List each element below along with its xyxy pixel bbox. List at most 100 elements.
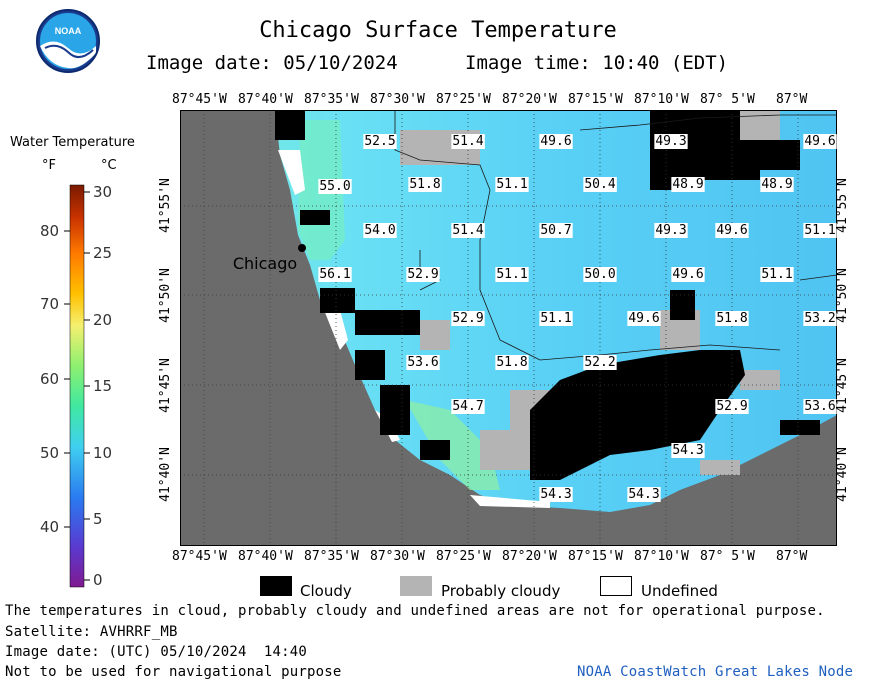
lon-label-top: 87°10'W: [634, 92, 689, 107]
temp-label: 49.6: [804, 134, 835, 149]
temp-label: 55.0: [319, 179, 350, 194]
unit-fahrenheit: °F: [42, 158, 56, 173]
temp-label: 48.9: [672, 177, 703, 192]
temp-label: 49.6: [672, 267, 703, 282]
temp-label: 48.9: [761, 177, 792, 192]
probably-cloudy-swatch: [400, 576, 432, 596]
temp-label: 49.6: [628, 311, 659, 326]
utc-date: Image date: (UTC) 05/10/2024 14:40: [5, 644, 308, 660]
temp-label-bg: [583, 355, 617, 370]
unit-celsius: °C: [101, 158, 117, 173]
temp-label-bg: [406, 267, 440, 282]
page-title: Chicago Surface Temperature: [259, 18, 617, 43]
temp-label-bg: [803, 311, 837, 326]
temp-label: 51.8: [716, 311, 747, 326]
temp-label-bg: [451, 223, 485, 238]
temp-label: 51.1: [761, 267, 792, 282]
c-tick: 0: [93, 571, 103, 589]
temp-label: 51.4: [452, 223, 483, 238]
temp-label: 53.6: [407, 355, 438, 370]
chicago-marker: [298, 244, 306, 252]
lon-label-top: 87°25'W: [436, 92, 491, 107]
noaa-logo-text: NOAA: [55, 26, 82, 36]
lon-label-bottom: 87°30'W: [370, 549, 425, 564]
temp-label-bg: [318, 267, 352, 282]
temp-label-bg: [451, 134, 485, 149]
temp-label: 51.1: [496, 177, 527, 192]
temp-label-bg: [803, 399, 837, 414]
temp-label: 51.8: [409, 177, 440, 192]
lat-label-left: 41°40'N: [157, 447, 173, 502]
temp-label-bg: [671, 443, 705, 458]
land-area: [180, 110, 837, 546]
noaa-logo: NOAA: [36, 9, 100, 73]
temp-label: 49.6: [540, 134, 571, 149]
f-tick: 70: [40, 295, 60, 313]
temp-label: 53.2: [804, 311, 835, 326]
image-date: Image date: 05/10/2024: [146, 52, 398, 74]
temp-label: 52.5: [364, 134, 395, 149]
c-tick: 20: [93, 311, 113, 329]
temp-label-bg: [539, 311, 573, 326]
lon-label-bottom: 87°40'W: [238, 549, 293, 564]
cloud-area: [650, 110, 800, 190]
temp-label-bg: [715, 311, 749, 326]
temp-label-bg: [451, 311, 485, 326]
city-label: Chicago: [233, 254, 297, 273]
lon-label-bottom: 87°W: [776, 549, 808, 564]
lon-label-top: 87°40'W: [238, 92, 293, 107]
temp-label: 54.7: [452, 399, 483, 414]
temp-label: 52.9: [716, 399, 747, 414]
lon-label-bottom: 87°45'W: [172, 549, 227, 564]
temp-label-bg: [583, 177, 617, 192]
temp-label-bg: [451, 399, 485, 414]
lon-label-top: 87°45'W: [172, 92, 227, 107]
colorbar-title: Water Temperature: [10, 135, 135, 150]
temp-label: 52.2: [584, 355, 615, 370]
c-tick: 10: [93, 444, 113, 462]
lat-label-right: 41°45'N: [834, 358, 850, 413]
disclaimer: The temperatures in cloud, probably clou…: [5, 603, 825, 619]
lon-label-bottom: 87°15'W: [568, 549, 623, 564]
temp-label-bg: [539, 134, 573, 149]
temperature-map: 52.5 51.4 49.6 49.3 49.6 55.0 51.8 51.1 …: [180, 110, 837, 546]
temp-label-bg: [539, 487, 573, 502]
probably-cloudy-label: Probably cloudy: [441, 582, 561, 600]
temp-label-bg: [803, 134, 837, 149]
temp-label: 51.1: [804, 223, 835, 238]
nav-warning: Not to be used for navigational purpose: [5, 664, 342, 680]
temp-label: 52.9: [407, 267, 438, 282]
temp-label-bg: [495, 267, 529, 282]
temp-label: 49.3: [655, 223, 686, 238]
temp-label-bg: [654, 134, 688, 149]
lon-label-bottom: 87°35'W: [304, 549, 359, 564]
temp-label: 54.3: [672, 443, 703, 458]
temp-label-bg: [408, 177, 442, 192]
temp-label: 51.1: [540, 311, 571, 326]
lon-label-top: 87°15'W: [568, 92, 623, 107]
temp-label-bg: [654, 223, 688, 238]
temp-label: 53.6: [804, 399, 835, 414]
lon-label-top: 87°35'W: [304, 92, 359, 107]
temp-label-bg: [539, 223, 573, 238]
lat-label-left: 41°55'N: [157, 178, 173, 233]
temp-label-bg: [583, 267, 617, 282]
undefined-label: Undefined: [641, 582, 718, 600]
cloud-area: [530, 350, 745, 480]
lon-label-bottom: 87° 5'W: [700, 549, 755, 564]
c-tick: 15: [93, 377, 113, 395]
lat-label-right: 41°55'N: [834, 178, 850, 233]
temp-label: 56.1: [319, 267, 350, 282]
lat-label-left: 41°50'N: [157, 268, 173, 323]
cloudy-swatch: [260, 576, 292, 596]
lon-label-top: 87° 5'W: [700, 92, 755, 107]
temp-label: 52.9: [452, 311, 483, 326]
lon-label-bottom: 87°25'W: [436, 549, 491, 564]
temp-label-bg: [406, 355, 440, 370]
temp-label-bg: [363, 134, 397, 149]
f-tick: 40: [40, 518, 60, 536]
credit: NOAA CoastWatch Great Lakes Node: [577, 664, 854, 680]
satellite-label: Satellite: AVHRRF_MB: [5, 624, 178, 640]
temp-label: 49.6: [716, 223, 747, 238]
temp-label: 51.1: [496, 267, 527, 282]
